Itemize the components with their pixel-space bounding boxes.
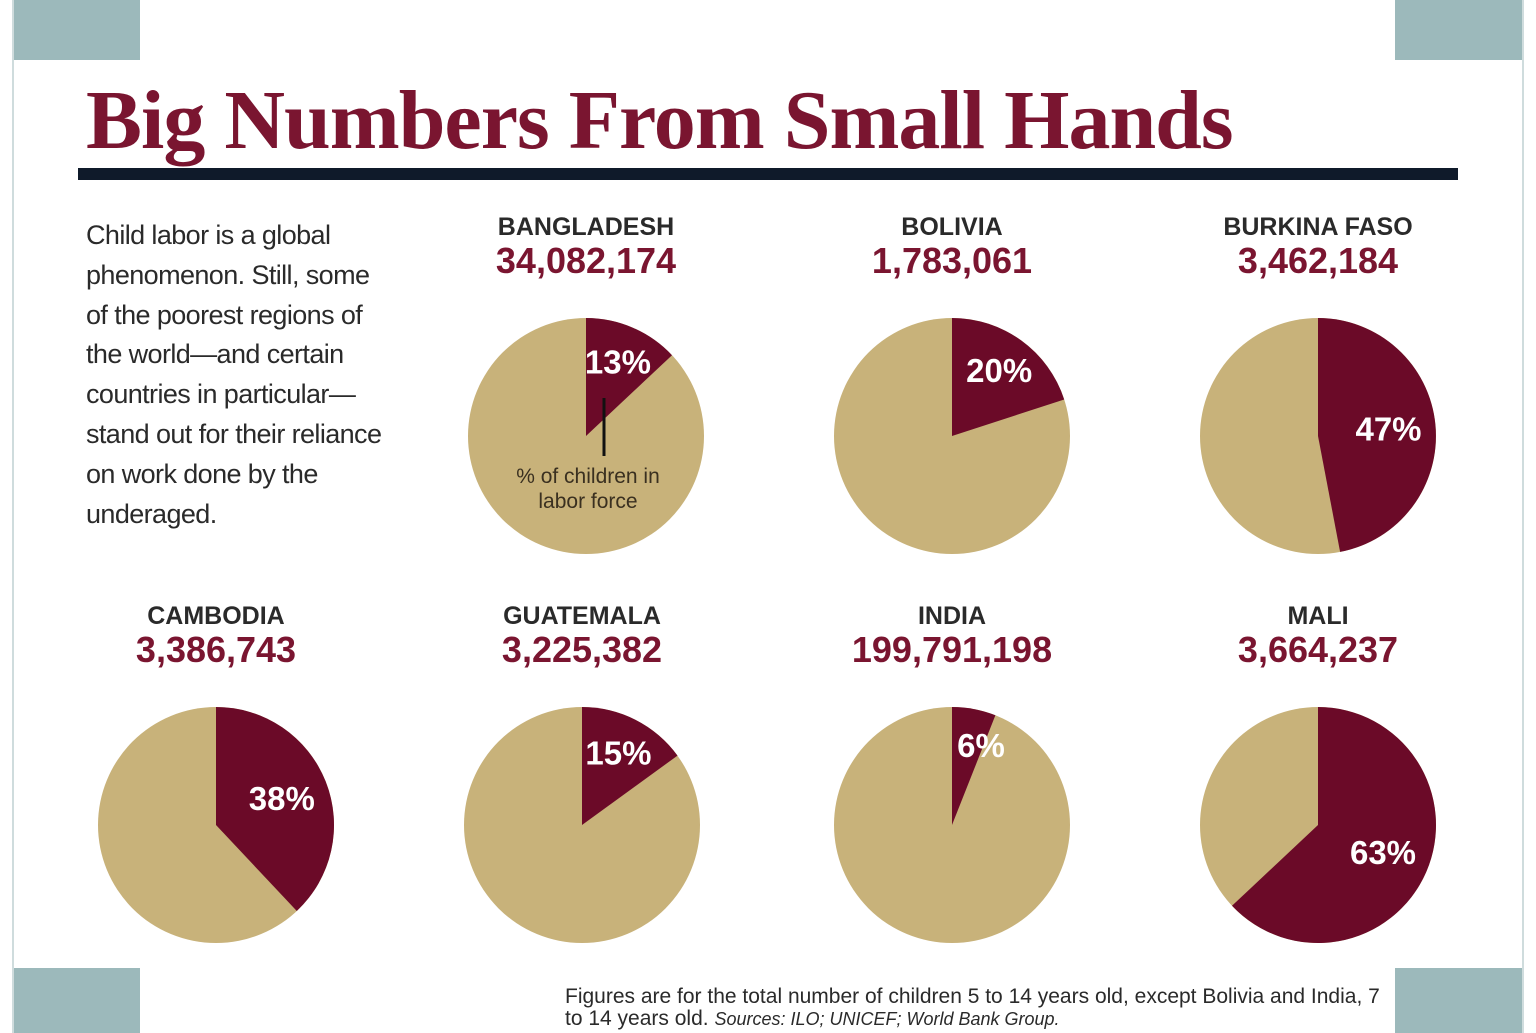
annotation-label: % of children in labor force [516, 465, 660, 513]
country-name: GUATEMALA [503, 602, 661, 630]
border-line [1522, 0, 1524, 1033]
page-title: Big Numbers From Small Hands [86, 74, 1234, 167]
title-rule [78, 168, 1458, 180]
intro-text: Child labor is a global phenomenon. Stil… [86, 220, 382, 529]
corner-decoration [1395, 0, 1523, 60]
footnote-text: Figures are for the total number of chil… [565, 985, 1380, 1030]
pie-percent-label: 6% [957, 727, 1005, 764]
corner-decoration [1395, 968, 1523, 1033]
child-count: 3,225,382 [501, 629, 663, 670]
footnote: Figures are for the total number of chil… [565, 986, 1385, 1030]
corner-decoration [12, 968, 140, 1033]
pie-slice-labor [1318, 318, 1436, 552]
pie-slice-labor [1232, 707, 1436, 943]
pie-slice-labor [952, 707, 996, 825]
pie-percent-label: 38% [249, 780, 315, 817]
sources-text: Sources: ILO; UNICEF; World Bank Group. [714, 1009, 1060, 1029]
child-count: 199,791,198 [851, 629, 1053, 670]
pie-slice-labor [952, 318, 1065, 436]
country-name: INDIA [917, 602, 987, 630]
border-line [12, 0, 14, 1033]
pie-percent-label: 20% [966, 352, 1032, 389]
pie-slice-labor [216, 707, 335, 911]
pie-slice-labor [586, 318, 672, 436]
child-count: 34,082,174 [495, 240, 677, 281]
pie-cambodia: 38% [98, 707, 335, 943]
child-count: 1,783,061 [871, 240, 1033, 281]
pie-percent-label: 63% [1350, 834, 1416, 871]
child-count: 3,386,743 [135, 629, 297, 670]
country-name: BOLIVIA [901, 213, 1003, 241]
country-name: MALI [1287, 602, 1349, 630]
child-count: 3,462,184 [1237, 240, 1399, 281]
pie-percent-label: 47% [1355, 410, 1421, 447]
country-name: CAMBODIA [147, 602, 285, 630]
pie-mali: 63% [1200, 707, 1436, 943]
corner-decoration [12, 0, 140, 60]
country-name: BURKINA FASO [1223, 213, 1413, 241]
pie-bolivia: 20% [834, 318, 1070, 554]
pie-slice-labor [582, 706, 678, 825]
country-name: BANGLADESH [497, 213, 675, 241]
pie-burkina-faso: 47% [1200, 318, 1436, 554]
pie-percent-label: 13% [585, 343, 651, 380]
pie-guatemala: 15% [464, 706, 700, 943]
pie-bangladesh: 13% [468, 318, 704, 554]
pie-percent-label: 15% [585, 735, 651, 772]
child-count: 3,664,237 [1237, 629, 1399, 670]
pie-india: 6% [834, 707, 1070, 943]
